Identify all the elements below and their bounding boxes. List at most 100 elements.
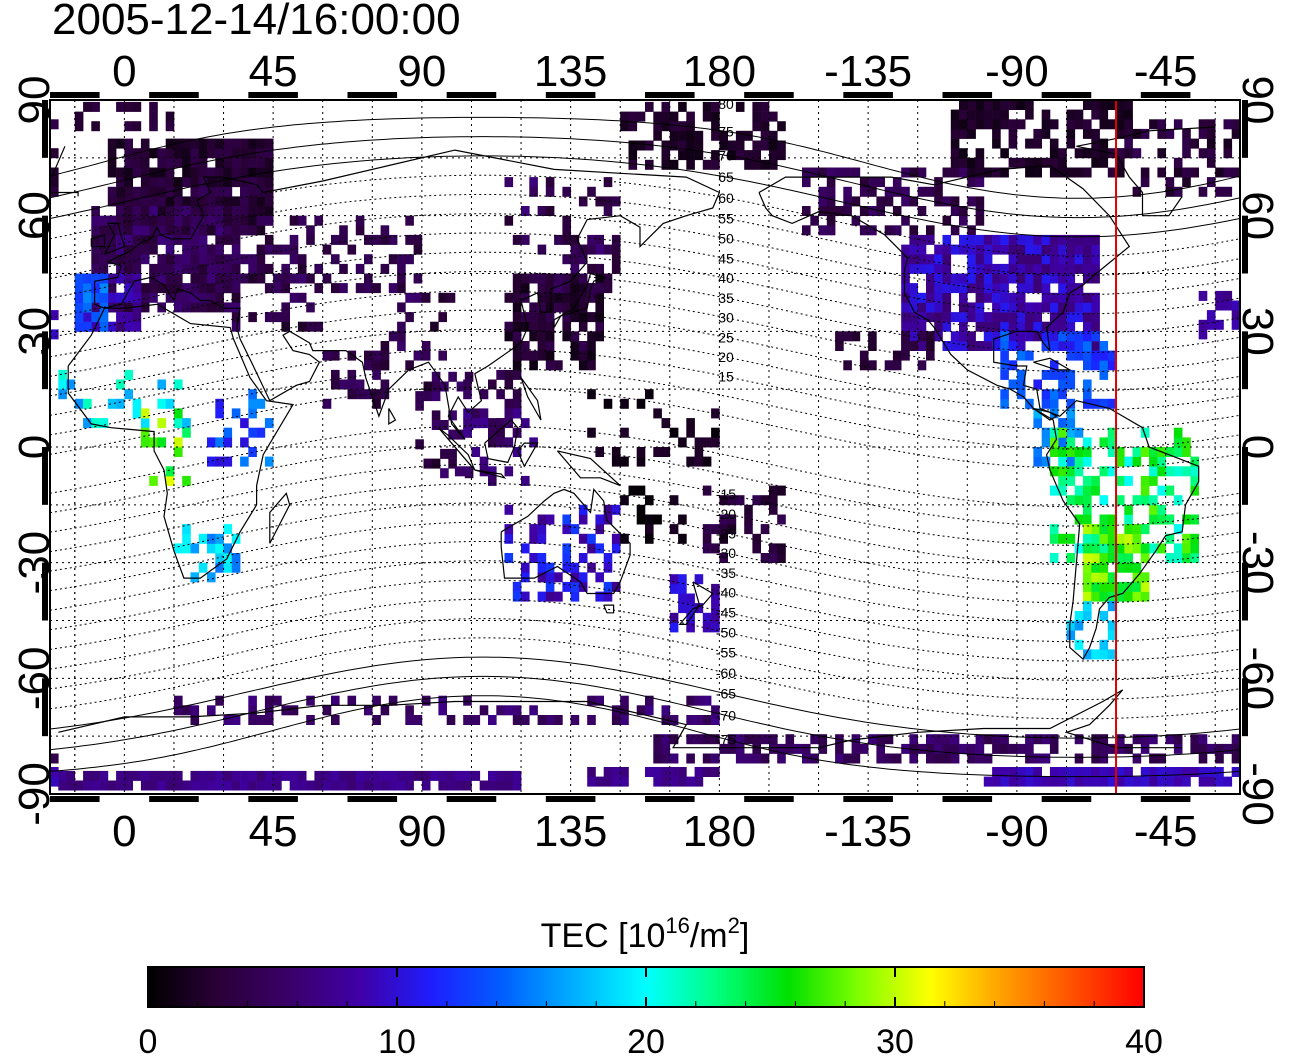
tec-bin xyxy=(66,780,76,791)
tec-bin xyxy=(884,734,894,745)
tec-bin xyxy=(1149,504,1158,515)
tec-bin xyxy=(562,581,571,592)
tec-bin xyxy=(504,524,514,535)
tec-bin xyxy=(1049,427,1059,438)
tec-bin xyxy=(1149,734,1158,745)
tec-bin xyxy=(934,292,943,303)
tec-bin xyxy=(1099,437,1109,448)
tec-bin xyxy=(570,715,580,725)
tec-bin xyxy=(339,225,348,236)
tec-bin xyxy=(570,283,580,294)
tec-bin xyxy=(116,234,125,245)
tec-bin xyxy=(859,206,869,216)
tec-bin xyxy=(562,524,571,535)
tec-bin xyxy=(735,101,745,112)
tec-bin xyxy=(1083,254,1092,265)
tec-bin xyxy=(983,331,993,342)
tec-bin xyxy=(901,254,910,265)
tec-bin xyxy=(50,119,59,130)
tec-bin xyxy=(521,341,530,351)
tec-bin xyxy=(496,770,505,781)
tec-bin xyxy=(975,177,985,188)
tec-bin xyxy=(1198,329,1208,340)
tec-bin xyxy=(1008,263,1018,274)
tec-bin xyxy=(727,514,737,525)
tec-bin xyxy=(124,138,133,149)
tec-bin xyxy=(1025,321,1034,332)
tec-bin xyxy=(397,263,406,274)
coastline xyxy=(388,408,397,425)
tec-bin xyxy=(157,418,166,429)
tec-bin xyxy=(1000,734,1009,745)
tec-bin xyxy=(339,780,348,791)
tec-bin xyxy=(1066,776,1076,787)
coastline xyxy=(103,222,126,255)
tec-bin xyxy=(645,140,654,151)
tec-bin xyxy=(1066,447,1076,457)
tec-bin xyxy=(1041,254,1051,265)
tec-bin xyxy=(215,533,224,544)
tec-bin xyxy=(165,466,175,477)
tec-bin xyxy=(1107,360,1117,371)
tec-bin xyxy=(529,273,538,284)
tec-bin xyxy=(140,138,150,149)
tec-bin xyxy=(1016,283,1026,294)
tec-bin xyxy=(116,206,125,216)
tec-bin xyxy=(1182,514,1191,525)
tec-bin xyxy=(165,273,175,284)
tec-bin xyxy=(884,196,894,207)
tec-bin xyxy=(545,283,555,294)
tec-bin xyxy=(248,206,257,216)
tec-bin xyxy=(1066,427,1076,438)
tec-bin xyxy=(1000,292,1009,303)
contour-label: 70 xyxy=(718,147,734,163)
tec-bin xyxy=(1041,273,1051,284)
tec-bin xyxy=(909,244,918,255)
tec-bin xyxy=(1016,350,1026,361)
tec-bin xyxy=(992,167,1001,178)
tec-bin xyxy=(1058,389,1067,400)
tec-bin xyxy=(545,715,555,725)
tec-bin xyxy=(231,148,241,159)
tec-bin xyxy=(917,206,927,216)
tec-bin xyxy=(388,770,398,781)
mlat-contour xyxy=(50,213,1240,296)
tec-bin xyxy=(1215,767,1224,777)
tec-bin xyxy=(595,302,604,313)
tec-bin xyxy=(264,715,274,725)
tec-bin xyxy=(1091,485,1100,496)
tec-bin xyxy=(554,292,563,303)
tec-bin xyxy=(628,159,638,170)
tec-bin xyxy=(1190,543,1199,554)
tec-bin xyxy=(149,196,158,207)
tec-bin xyxy=(223,543,233,554)
tec-bin xyxy=(1000,302,1009,313)
tec-bin xyxy=(372,398,381,409)
tec-bin xyxy=(744,514,753,525)
tec-bin xyxy=(686,111,695,122)
tec-bin xyxy=(380,234,390,245)
tec-bin xyxy=(1083,562,1092,573)
tec-bin xyxy=(1058,283,1067,294)
tec-bin xyxy=(174,447,183,457)
tec-bin xyxy=(91,312,100,323)
tec-bin xyxy=(355,389,365,400)
tec-bin xyxy=(83,292,92,303)
tec-bin xyxy=(554,234,563,245)
tec-bin xyxy=(1149,514,1158,525)
tec-bin xyxy=(1016,389,1026,400)
tec-bin xyxy=(74,312,84,323)
tec-bin xyxy=(124,215,133,226)
tec-bin xyxy=(934,244,943,255)
tec-bin xyxy=(364,780,373,791)
tec-bin xyxy=(190,206,200,216)
tec-bin xyxy=(464,371,474,382)
tec-bin xyxy=(843,331,852,342)
tec-bin xyxy=(529,705,538,716)
tec-bin xyxy=(174,292,183,303)
tec-bin xyxy=(818,225,828,236)
contour-label: 15 xyxy=(718,369,734,385)
tec-bin xyxy=(1173,767,1183,777)
tec-bin xyxy=(587,776,596,787)
tec-bin xyxy=(570,234,580,245)
